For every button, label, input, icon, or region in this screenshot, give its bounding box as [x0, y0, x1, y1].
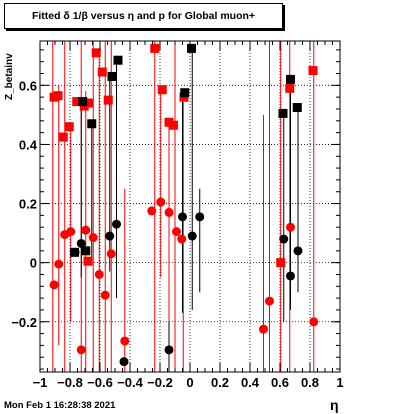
- data-point-square: [276, 258, 286, 268]
- data-point-circle: [49, 280, 59, 290]
- data-point-circle: [172, 227, 181, 237]
- x-tick-label: −0.8: [57, 375, 83, 390]
- title-box: Fitted δ 1/β versus η and p for Global m…: [4, 3, 283, 29]
- data-point-square: [87, 119, 97, 129]
- data-point-circle: [120, 336, 130, 346]
- timestamp: Mon Feb 1 16:28:38 2021: [4, 400, 116, 411]
- data-point-square: [187, 43, 196, 53]
- data-point-square: [169, 120, 178, 130]
- data-point-square: [113, 55, 123, 65]
- data-point-circle: [259, 324, 268, 334]
- y-tick-label: 0: [30, 256, 37, 271]
- x-tick-label: 0.4: [241, 375, 260, 390]
- y-tick-label: 0.6: [19, 78, 37, 93]
- data-point-square: [150, 43, 160, 53]
- data-point-square: [78, 97, 88, 107]
- data-point-circle: [54, 259, 64, 269]
- data-point-square: [70, 247, 79, 257]
- data-point-circle: [265, 296, 274, 306]
- data-point-square: [107, 71, 117, 81]
- x-axis-label: η: [330, 397, 339, 413]
- data-point-circle: [81, 225, 91, 235]
- axis-ticks: [39, 41, 341, 372]
- data-point-circle: [286, 271, 295, 281]
- data-point-square: [81, 246, 91, 256]
- data-point-square: [58, 132, 68, 142]
- data-point-square: [64, 122, 74, 132]
- data-point-circle: [66, 227, 76, 237]
- data-point-circle: [119, 357, 129, 367]
- data-point-circle: [106, 249, 116, 259]
- data-point-circle: [112, 219, 121, 229]
- data-point-circle: [279, 234, 289, 244]
- y-tick-label: 0.4: [19, 137, 38, 152]
- data-point-circle: [164, 207, 174, 217]
- data-point-circle: [76, 345, 86, 355]
- data-point-circle: [177, 234, 187, 244]
- data-point-square: [278, 108, 288, 118]
- data-point-square: [91, 48, 101, 58]
- chart-title: Fitted δ 1/β versus η and p for Global m…: [31, 10, 256, 22]
- data-point-square: [285, 83, 295, 93]
- data-point-square: [157, 85, 167, 95]
- data-point-circle: [156, 197, 166, 207]
- x-tick-label: 0.6: [271, 375, 289, 390]
- x-tick-label: −0.4: [117, 375, 143, 390]
- x-tick-label: 0: [186, 375, 193, 390]
- x-tick-label: −0.2: [147, 375, 173, 390]
- data-point-square: [97, 67, 107, 77]
- y-tick-label: 0.2: [19, 197, 37, 212]
- data-point-circle: [195, 212, 205, 222]
- data-point-circle: [94, 269, 104, 279]
- data-point-circle: [286, 222, 295, 232]
- data-point-square: [72, 97, 82, 107]
- data-point-circle: [309, 317, 319, 327]
- data-point-circle: [147, 206, 157, 216]
- data-point-square: [308, 66, 318, 76]
- x-tick-label: −1: [33, 375, 48, 390]
- data-point-square: [286, 74, 295, 84]
- data-point-square: [53, 91, 63, 101]
- x-tick-label: 0.8: [301, 375, 319, 390]
- y-axis-label-text: Z_betainv: [4, 53, 15, 100]
- data-point-circle: [76, 238, 86, 248]
- data-point-square: [292, 102, 302, 112]
- tick-labels: −1 −0.8 −0.6 −0.4 −0.2 0 0.2 0.4 0.6 0.8 1 −0.2 0 0.2…: [11, 78, 343, 390]
- data-point-square: [103, 95, 113, 105]
- data-point-square: [84, 98, 94, 108]
- y-tick-label: −0.2: [11, 315, 37, 330]
- data-point-square: [180, 88, 190, 98]
- data-points: [49, 43, 319, 367]
- data-point-circle: [178, 212, 187, 222]
- x-tick-label: 0.2: [211, 375, 229, 390]
- y-axis-label: Z_betainv: [4, 42, 18, 102]
- data-point-circle: [187, 231, 197, 241]
- data-point-circle: [88, 233, 98, 243]
- data-point-square: [83, 256, 93, 266]
- x-tick-label: 1: [336, 375, 343, 390]
- data-point-circle: [105, 231, 115, 241]
- error-bars: [52, 41, 315, 372]
- data-point-circle: [164, 345, 174, 355]
- data-point-circle: [293, 246, 303, 256]
- x-tick-label: −0.6: [87, 375, 113, 390]
- grid-lines: [40, 41, 340, 372]
- data-point-circle: [100, 290, 110, 300]
